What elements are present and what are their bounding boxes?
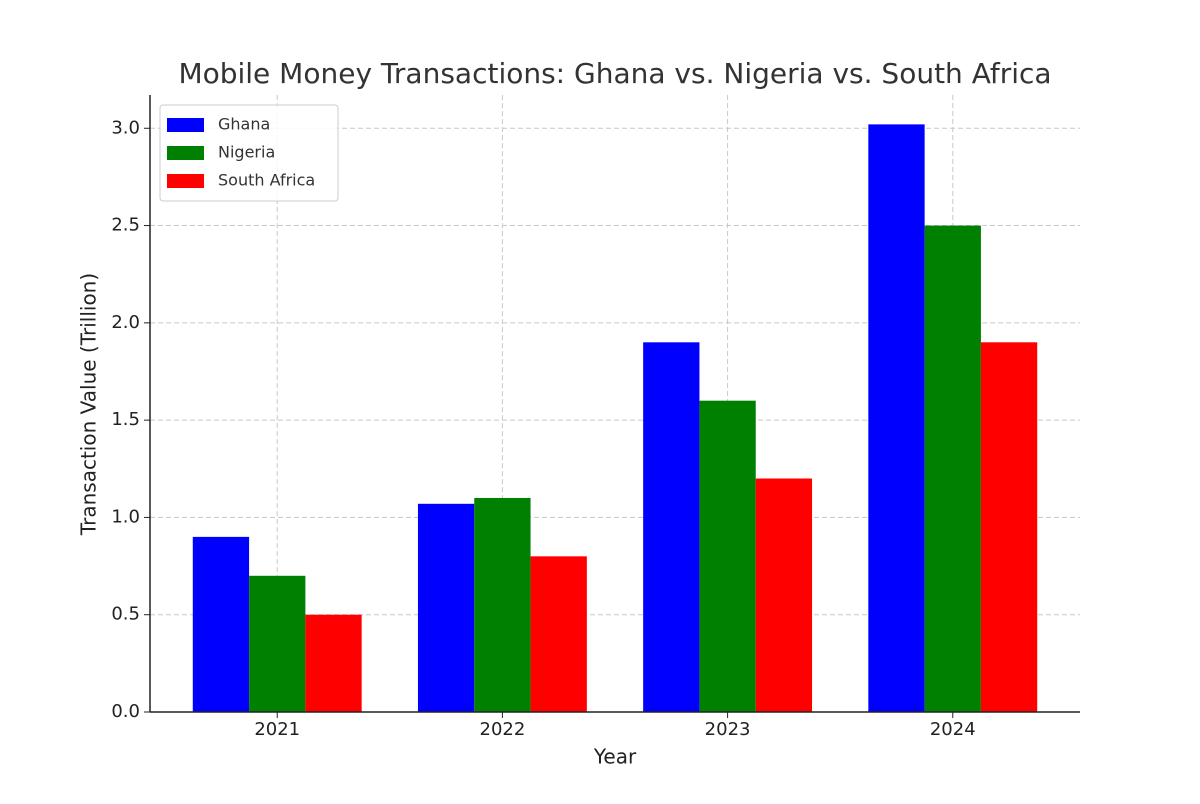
- bar: [192, 536, 250, 712]
- bar: [924, 225, 981, 712]
- bar: [417, 503, 475, 712]
- x-tick-label: 2024: [930, 719, 976, 740]
- legend-label: Nigeria: [218, 143, 275, 162]
- y-axis-label: Transaction Value (Trillion): [77, 273, 101, 536]
- y-tick-label: 1.0: [111, 506, 140, 527]
- legend-label: South Africa: [218, 171, 315, 190]
- chart-title: Mobile Money Transactions: Ghana vs. Nig…: [178, 57, 1051, 90]
- bar: [699, 400, 756, 712]
- legend-box: [159, 104, 339, 202]
- x-axis-label: Year: [593, 745, 637, 769]
- legend-swatch: [167, 118, 204, 132]
- bar: [474, 497, 531, 712]
- legend-label: Ghana: [218, 115, 270, 134]
- legend-swatch: [167, 146, 204, 160]
- x-tick-label: 2022: [480, 719, 526, 740]
- bar: [868, 124, 925, 712]
- y-tick-label: 0.0: [111, 701, 140, 722]
- bar: [643, 342, 700, 712]
- legend-swatch: [167, 174, 204, 188]
- y-tick-label: 0.5: [111, 604, 140, 625]
- y-tick-label: 2.5: [111, 215, 140, 236]
- bar: [305, 614, 362, 712]
- x-tick-label: 2023: [705, 719, 751, 740]
- bar: [249, 575, 306, 712]
- bar: [755, 478, 813, 712]
- y-tick-label: 3.0: [111, 117, 140, 138]
- y-tick-label: 1.5: [111, 409, 140, 430]
- bar: [980, 342, 1038, 712]
- y-tick-label: 2.0: [111, 312, 140, 333]
- x-tick-label: 2021: [254, 719, 300, 740]
- bar: [530, 556, 587, 712]
